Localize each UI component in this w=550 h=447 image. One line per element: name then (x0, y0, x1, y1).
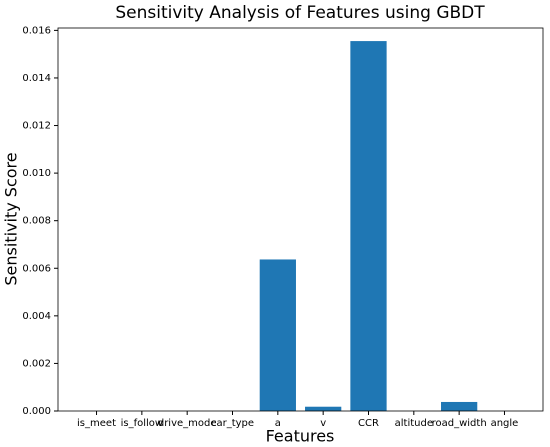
x-tick-label: v (320, 418, 326, 429)
chart-title: Sensitivity Analysis of Features using G… (115, 3, 485, 23)
y-tick-label: 0.000 (22, 406, 51, 417)
x-tick-label: is_follow (121, 418, 163, 429)
y-tick-label: 0.010 (22, 168, 51, 179)
bar (259, 259, 296, 411)
y-axis-label: Sensitivity Score (2, 152, 21, 285)
bar (305, 406, 342, 411)
x-tick-label: angle (491, 418, 519, 429)
x-tick-label: car_type (211, 418, 254, 429)
y-tick-label: 0.012 (22, 121, 51, 132)
y-tick-label: 0.014 (22, 73, 51, 84)
bar (350, 41, 387, 411)
y-tick-label: 0.004 (22, 311, 51, 322)
y-tick-label: 0.002 (22, 358, 51, 369)
y-tick-label: 0.006 (22, 263, 51, 274)
x-tick-label: a (275, 418, 281, 429)
x-tick-label: CCR (358, 418, 379, 429)
x-axis-label: Features (266, 427, 335, 446)
x-tick-label: is_meet (77, 418, 116, 429)
y-tick-label: 0.016 (22, 25, 51, 36)
x-tick-label: road_width (432, 418, 487, 429)
plot-frame (57, 27, 544, 412)
bar (441, 401, 478, 411)
x-tick-label: altitude (395, 418, 433, 429)
x-tick-label: drive_mode (158, 418, 217, 429)
y-tick-label: 0.008 (22, 216, 51, 227)
